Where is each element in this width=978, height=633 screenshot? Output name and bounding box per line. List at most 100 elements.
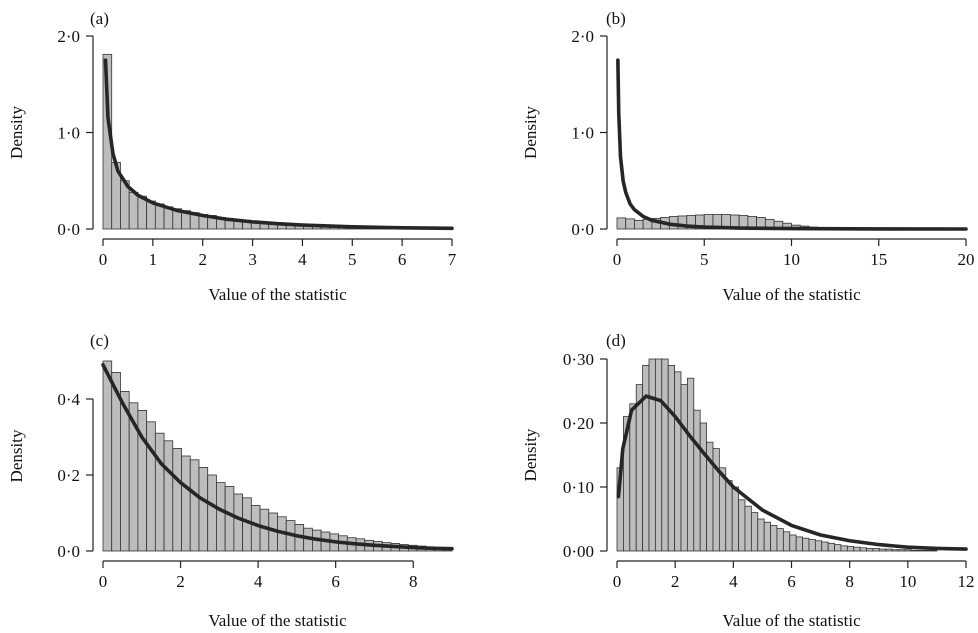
histogram-bar xyxy=(917,549,925,552)
histogram-bar xyxy=(686,377,695,552)
chart-panel-d: 0 2 4 6 8 10 12 0·00 0·10 0·20 0·30 Value of the st… xyxy=(521,331,975,630)
chart-panel-c: 0 2 4 6 8 0·0 0·2 0·4 Value of the statistic Dens… xyxy=(7,331,454,630)
histogram-bar xyxy=(128,191,139,230)
histogram-bar xyxy=(853,546,861,552)
histogram-bar xyxy=(616,217,627,230)
x-tick-label: 8 xyxy=(845,572,854,591)
histogram-bar xyxy=(891,549,899,552)
histogram-bar xyxy=(137,195,148,230)
histogram-bar xyxy=(885,548,893,552)
x-axis-title: Value of the statistic xyxy=(722,611,861,630)
histogram-bar xyxy=(846,546,855,552)
chart-panel-a: 0 1 2 3 4 5 6 7 0·0 1·0 2·0 Value of the statistic D… xyxy=(7,9,457,304)
histogram-bar xyxy=(250,504,261,552)
histogram-bar xyxy=(189,459,200,552)
density-curve xyxy=(101,362,454,551)
x-tick-label: 4 xyxy=(729,572,738,591)
histogram-bar xyxy=(146,421,156,552)
y-tick-label: 0·4 xyxy=(57,390,80,409)
y-tick-label: 0·30 xyxy=(563,350,594,369)
histogram-bar xyxy=(904,549,912,552)
x-tick-label: 0 xyxy=(613,572,622,591)
histogram-bar xyxy=(789,534,797,552)
x-tick-label: 2 xyxy=(176,572,185,591)
histogram-bar xyxy=(172,447,182,552)
histogram-bar xyxy=(814,540,823,552)
histogram-bar xyxy=(834,544,842,552)
x-tick-label: 1 xyxy=(149,250,158,269)
histogram-bar xyxy=(802,537,810,552)
histogram-bar xyxy=(629,403,637,552)
histogram-bar xyxy=(216,482,226,552)
y-tick-label: 0·00 xyxy=(563,542,594,561)
histogram-bar xyxy=(738,499,746,552)
histogram-bar xyxy=(163,440,174,552)
x-tick-label: 5 xyxy=(348,250,357,269)
histogram-bar xyxy=(207,474,217,552)
y-tick-label: 0·2 xyxy=(57,466,80,485)
histogram-bar xyxy=(859,547,867,552)
histogram-bar xyxy=(731,486,739,552)
density-curve xyxy=(616,58,968,231)
x-tick-label: 15 xyxy=(870,250,887,269)
y-tick-label: 0·0 xyxy=(571,220,594,239)
x-tick-label: 3 xyxy=(248,250,257,269)
x-tick-label: 5 xyxy=(700,250,709,269)
histogram-bar xyxy=(635,384,644,552)
histogram-bar xyxy=(795,536,803,552)
histogram-bar xyxy=(146,200,156,230)
x-tick-label: 0 xyxy=(99,250,108,269)
x-tick-label: 4 xyxy=(298,250,307,269)
histogram-bar xyxy=(661,358,669,552)
histogram-bar xyxy=(840,545,848,552)
histogram-bar xyxy=(808,539,816,552)
histogram-bar xyxy=(224,485,235,552)
histogram-bar xyxy=(827,542,835,552)
y-tick-label: 2·0 xyxy=(571,27,594,46)
x-tick-label: 20 xyxy=(958,250,975,269)
histogram-bar xyxy=(154,432,165,552)
x-tick-label: 12 xyxy=(958,572,975,591)
x-tick-label: 10 xyxy=(899,572,916,591)
histogram-bar xyxy=(821,541,829,552)
panel-label: (a) xyxy=(90,9,109,28)
histogram-bar xyxy=(750,512,759,552)
histogram-bar xyxy=(910,549,919,552)
y-axis-title: Density xyxy=(521,106,540,159)
y-axis-title: Density xyxy=(521,428,540,481)
histogram-bar xyxy=(763,521,771,552)
x-tick-label: 2 xyxy=(198,250,207,269)
histogram-bar xyxy=(866,548,874,552)
y-tick-label: 0·0 xyxy=(57,220,80,239)
histogram-bar xyxy=(674,371,682,552)
histogram-bar xyxy=(181,455,191,552)
histogram-bar xyxy=(930,549,938,552)
histogram-bar xyxy=(625,218,635,230)
histogram-bar xyxy=(648,358,656,552)
y-tick-label: 2·0 xyxy=(57,27,80,46)
histogram-bar xyxy=(102,360,113,552)
histogram-bar xyxy=(898,549,906,552)
x-axis-title: Value of the statistic xyxy=(208,611,347,630)
y-tick-label: 1·0 xyxy=(571,124,594,143)
y-tick-label: 1·0 xyxy=(57,124,80,143)
y-axis-title: Density xyxy=(7,106,26,159)
x-tick-label: 7 xyxy=(448,250,457,269)
x-tick-label: 4 xyxy=(254,572,263,591)
histogram-bar xyxy=(782,531,791,552)
x-tick-label: 6 xyxy=(398,250,407,269)
histogram-bar xyxy=(770,525,778,552)
density-curve xyxy=(103,58,454,231)
y-tick-label: 0·20 xyxy=(563,414,594,433)
histogram-bar xyxy=(744,505,752,552)
panel-label: (c) xyxy=(90,331,109,350)
x-tick-label: 2 xyxy=(671,572,680,591)
histogram-bar xyxy=(923,549,931,552)
histogram-bar xyxy=(198,466,209,552)
histogram-bar xyxy=(634,219,644,230)
x-tick-label: 6 xyxy=(787,572,796,591)
chart-panel-b: 0 5 10 15 20 0·0 1·0 2·0 Value of the statistic D… xyxy=(521,9,975,304)
histogram-bar xyxy=(667,364,675,552)
histogram-bar xyxy=(776,528,784,552)
